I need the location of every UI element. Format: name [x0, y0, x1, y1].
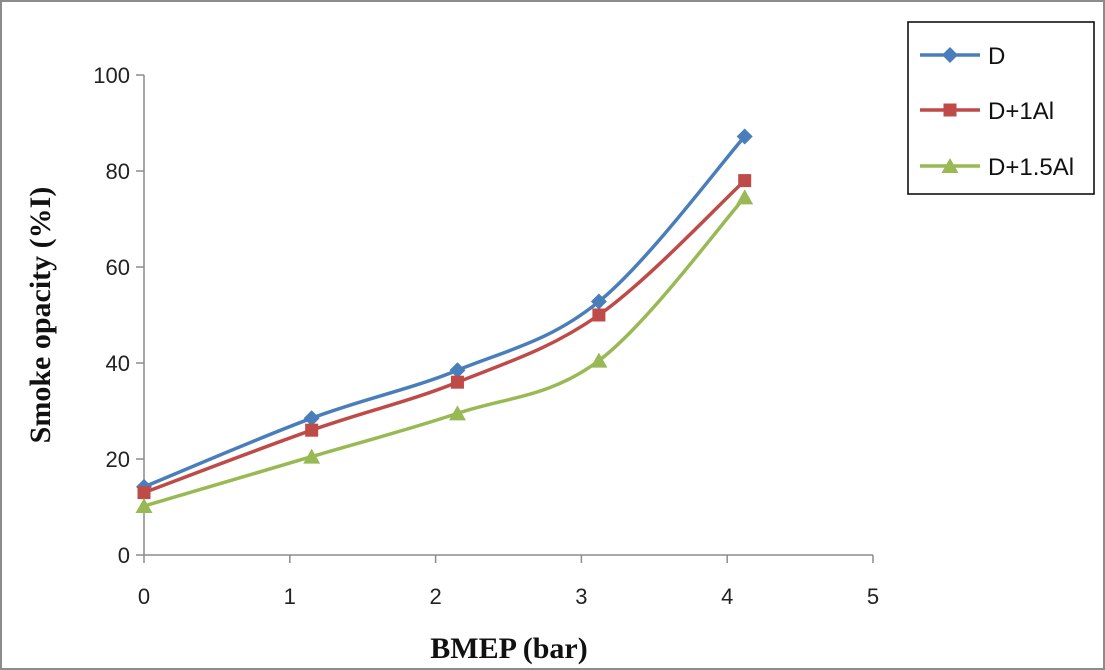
data-point-d-1al [450, 375, 464, 389]
data-point-d-1-5al [135, 498, 153, 514]
legend-label-d: D [988, 43, 1005, 70]
data-point-d [449, 362, 466, 379]
series-d-1al [137, 174, 752, 500]
series-group [135, 128, 754, 514]
legend-item-d: D [920, 43, 1005, 70]
data-point-d-1al [137, 486, 151, 500]
axes: 0 20 40 60 80 100 0 1 2 3 4 5 [93, 63, 879, 609]
data-point-d-1-5al [448, 405, 466, 421]
legend-item-d-1al: D+1Al [920, 98, 1054, 125]
y-tick-label: 80 [106, 159, 130, 184]
y-axis-title: Smoke opacity (%I) [24, 187, 57, 444]
y-tick-label: 100 [93, 63, 130, 88]
data-point-d [303, 410, 320, 427]
legend-item-d-1-5al: D+1.5Al [920, 154, 1074, 181]
x-tick-label: 3 [575, 584, 587, 609]
data-point-d [736, 128, 753, 145]
data-point-d [590, 293, 607, 310]
data-point-d-1al [592, 308, 606, 322]
legend-marker-d-1al [943, 103, 957, 117]
legend-marker-d [942, 47, 958, 63]
x-tick-label: 4 [721, 584, 733, 609]
y-tick-label: 40 [106, 351, 130, 376]
y-tick-label: 20 [106, 447, 130, 472]
legend-label-d-1-5al: D+1.5Al [988, 154, 1074, 181]
series-d-1-5al [135, 189, 754, 514]
legend-label-d-1al: D+1Al [988, 98, 1054, 125]
data-point-d-1-5al [590, 352, 608, 368]
x-tick-label: 2 [429, 584, 441, 609]
x-tick-label: 0 [138, 584, 150, 609]
legend-marker-d-1-5al [941, 158, 959, 173]
data-point-d-1-5al [736, 189, 754, 205]
data-point-d-1-5al [303, 448, 321, 464]
x-axis-title: BMEP (bar) [430, 632, 588, 665]
y-tick-label: 0 [118, 543, 130, 568]
x-tick-label: 5 [867, 584, 879, 609]
data-point-d-1al [305, 423, 319, 437]
legend: D D+1Al D+1.5Al [907, 21, 1095, 195]
y-tick-label: 60 [106, 255, 130, 280]
data-point-d-1al [738, 174, 752, 188]
x-tick-label: 1 [284, 584, 296, 609]
